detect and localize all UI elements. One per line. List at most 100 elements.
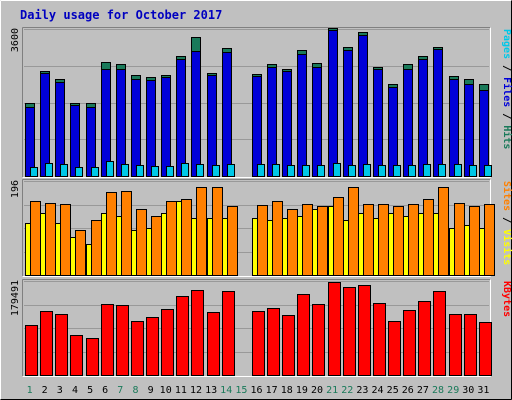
bar-sites-day-16: [257, 205, 268, 276]
bar-pages-day-5: [91, 167, 99, 177]
bar-pages-day-24: [378, 165, 386, 177]
bar-kbytes-day-4: [70, 335, 83, 376]
bar-kbytes-day-8: [131, 321, 144, 376]
bar-kbytes-day-29: [449, 314, 462, 376]
bar-sites-day-21: [333, 197, 344, 276]
bar-sites-day-3: [60, 204, 71, 276]
x-tick-label: 9: [148, 385, 154, 396]
bar-kbytes-day-14: [222, 291, 235, 376]
bar-kbytes-day-12: [191, 290, 204, 376]
legend-part: /: [501, 107, 512, 125]
bar-pages-day-29: [454, 164, 462, 177]
bar-kbytes-day-5: [86, 338, 99, 376]
x-tick-label: 16: [250, 385, 262, 396]
x-tick-label: 7: [117, 385, 123, 396]
bar-sites-day-12: [196, 187, 207, 276]
bar-sites-day-6: [106, 192, 117, 276]
bar-kbytes-day-11: [176, 296, 189, 376]
bar-pages-day-1: [30, 167, 38, 177]
x-tick-label: 3: [57, 385, 63, 396]
bar-kbytes-day-20: [312, 304, 325, 376]
bar-files-day-12: [191, 51, 201, 177]
bar-files-day-8: [131, 79, 141, 177]
bar-kbytes-day-26: [403, 310, 416, 376]
bar-pages-day-22: [348, 165, 356, 177]
y-tick-label: 179491: [10, 280, 21, 316]
bar-kbytes-day-31: [479, 322, 492, 376]
bar-sites-day-8: [136, 209, 147, 276]
bar-files-day-27: [418, 59, 428, 177]
bar-kbytes-day-13: [207, 312, 220, 376]
x-tick-label: 4: [72, 385, 78, 396]
bar-sites-day-30: [469, 206, 480, 276]
bar-files-day-23: [358, 35, 368, 177]
bar-sites-day-1: [30, 201, 41, 276]
bar-files-day-24: [373, 69, 383, 177]
bar-pages-day-12: [196, 164, 204, 177]
bar-files-day-10: [161, 77, 171, 177]
bar-pages-day-27: [423, 164, 431, 177]
bar-pages-day-19: [302, 165, 310, 177]
bar-files-day-2: [40, 73, 50, 177]
bar-files-day-6: [101, 69, 111, 177]
y-tick-label: 3600: [10, 28, 21, 52]
bar-files-day-25: [388, 87, 398, 177]
bar-pages-day-18: [287, 165, 295, 177]
x-tick-label: 10: [160, 385, 172, 396]
bar-sites-day-4: [75, 230, 86, 276]
panel-1: 3600 Pages / Files / Hits: [10, 27, 512, 178]
bar-pages-day-20: [317, 165, 325, 177]
bar-files-day-29: [449, 79, 459, 177]
x-tick-label: 2: [42, 385, 48, 396]
bar-sites-day-18: [287, 209, 298, 276]
bar-kbytes-day-19: [297, 294, 310, 376]
bar-kbytes-day-22: [343, 287, 356, 376]
bar-pages-day-28: [438, 164, 446, 177]
bar-files-day-7: [116, 69, 126, 177]
panel-2: 196 Sites / Visits: [10, 179, 512, 277]
bar-sites-day-24: [378, 204, 389, 276]
x-tick-label: 17: [266, 385, 278, 396]
bar-pages-day-7: [121, 164, 129, 177]
bar-kbytes-day-17: [267, 308, 280, 376]
bar-pages-day-6: [106, 161, 114, 177]
bar-kbytes-day-28: [433, 291, 446, 376]
bar-files-day-5: [86, 107, 96, 177]
bar-sites-day-22: [348, 187, 359, 276]
x-tick-label: 19: [296, 385, 308, 396]
x-tick-label: 1: [27, 385, 33, 396]
bar-sites-day-13: [212, 187, 223, 276]
x-tick-label: 22: [341, 385, 353, 396]
bar-kbytes-day-2: [40, 311, 53, 376]
x-tick-label: 30: [462, 385, 474, 396]
bar-files-day-3: [55, 82, 65, 177]
bar-sites-day-23: [363, 204, 374, 276]
bars: [25, 28, 492, 177]
x-tick-label: 11: [175, 385, 187, 396]
bar-pages-day-9: [151, 166, 159, 177]
bar-pages-day-10: [166, 166, 174, 177]
bar-kbytes-day-7: [116, 305, 129, 376]
bar-sites-day-14: [227, 206, 238, 276]
x-tick-label: 23: [356, 385, 368, 396]
bar-pages-day-13: [212, 165, 220, 177]
bar-sites-day-26: [408, 204, 419, 276]
legend-part: /: [501, 211, 512, 229]
bar-sites-day-31: [484, 204, 495, 276]
bar-pages-day-21: [333, 163, 341, 177]
bar-pages-day-26: [408, 165, 416, 177]
bar-sites-day-7: [121, 191, 132, 276]
x-tick-label: 15: [235, 385, 247, 396]
x-axis-labels: 1 2 3 4 5 6 7 8 9 10 11 12 13 14 15 16 17 18 19 20 21 22 23 24 2…: [27, 385, 490, 396]
bar-files-day-18: [282, 71, 292, 177]
x-tick-label: 8: [132, 385, 138, 396]
bar-files-day-17: [267, 67, 277, 177]
x-tick-label: 28: [432, 385, 444, 396]
bar-sites-day-19: [302, 204, 313, 276]
bar-kbytes-day-27: [418, 301, 431, 376]
bar-sites-day-29: [454, 203, 465, 276]
bar-pages-day-8: [136, 165, 144, 177]
x-tick-label: 31: [477, 385, 489, 396]
bars: [25, 282, 492, 376]
